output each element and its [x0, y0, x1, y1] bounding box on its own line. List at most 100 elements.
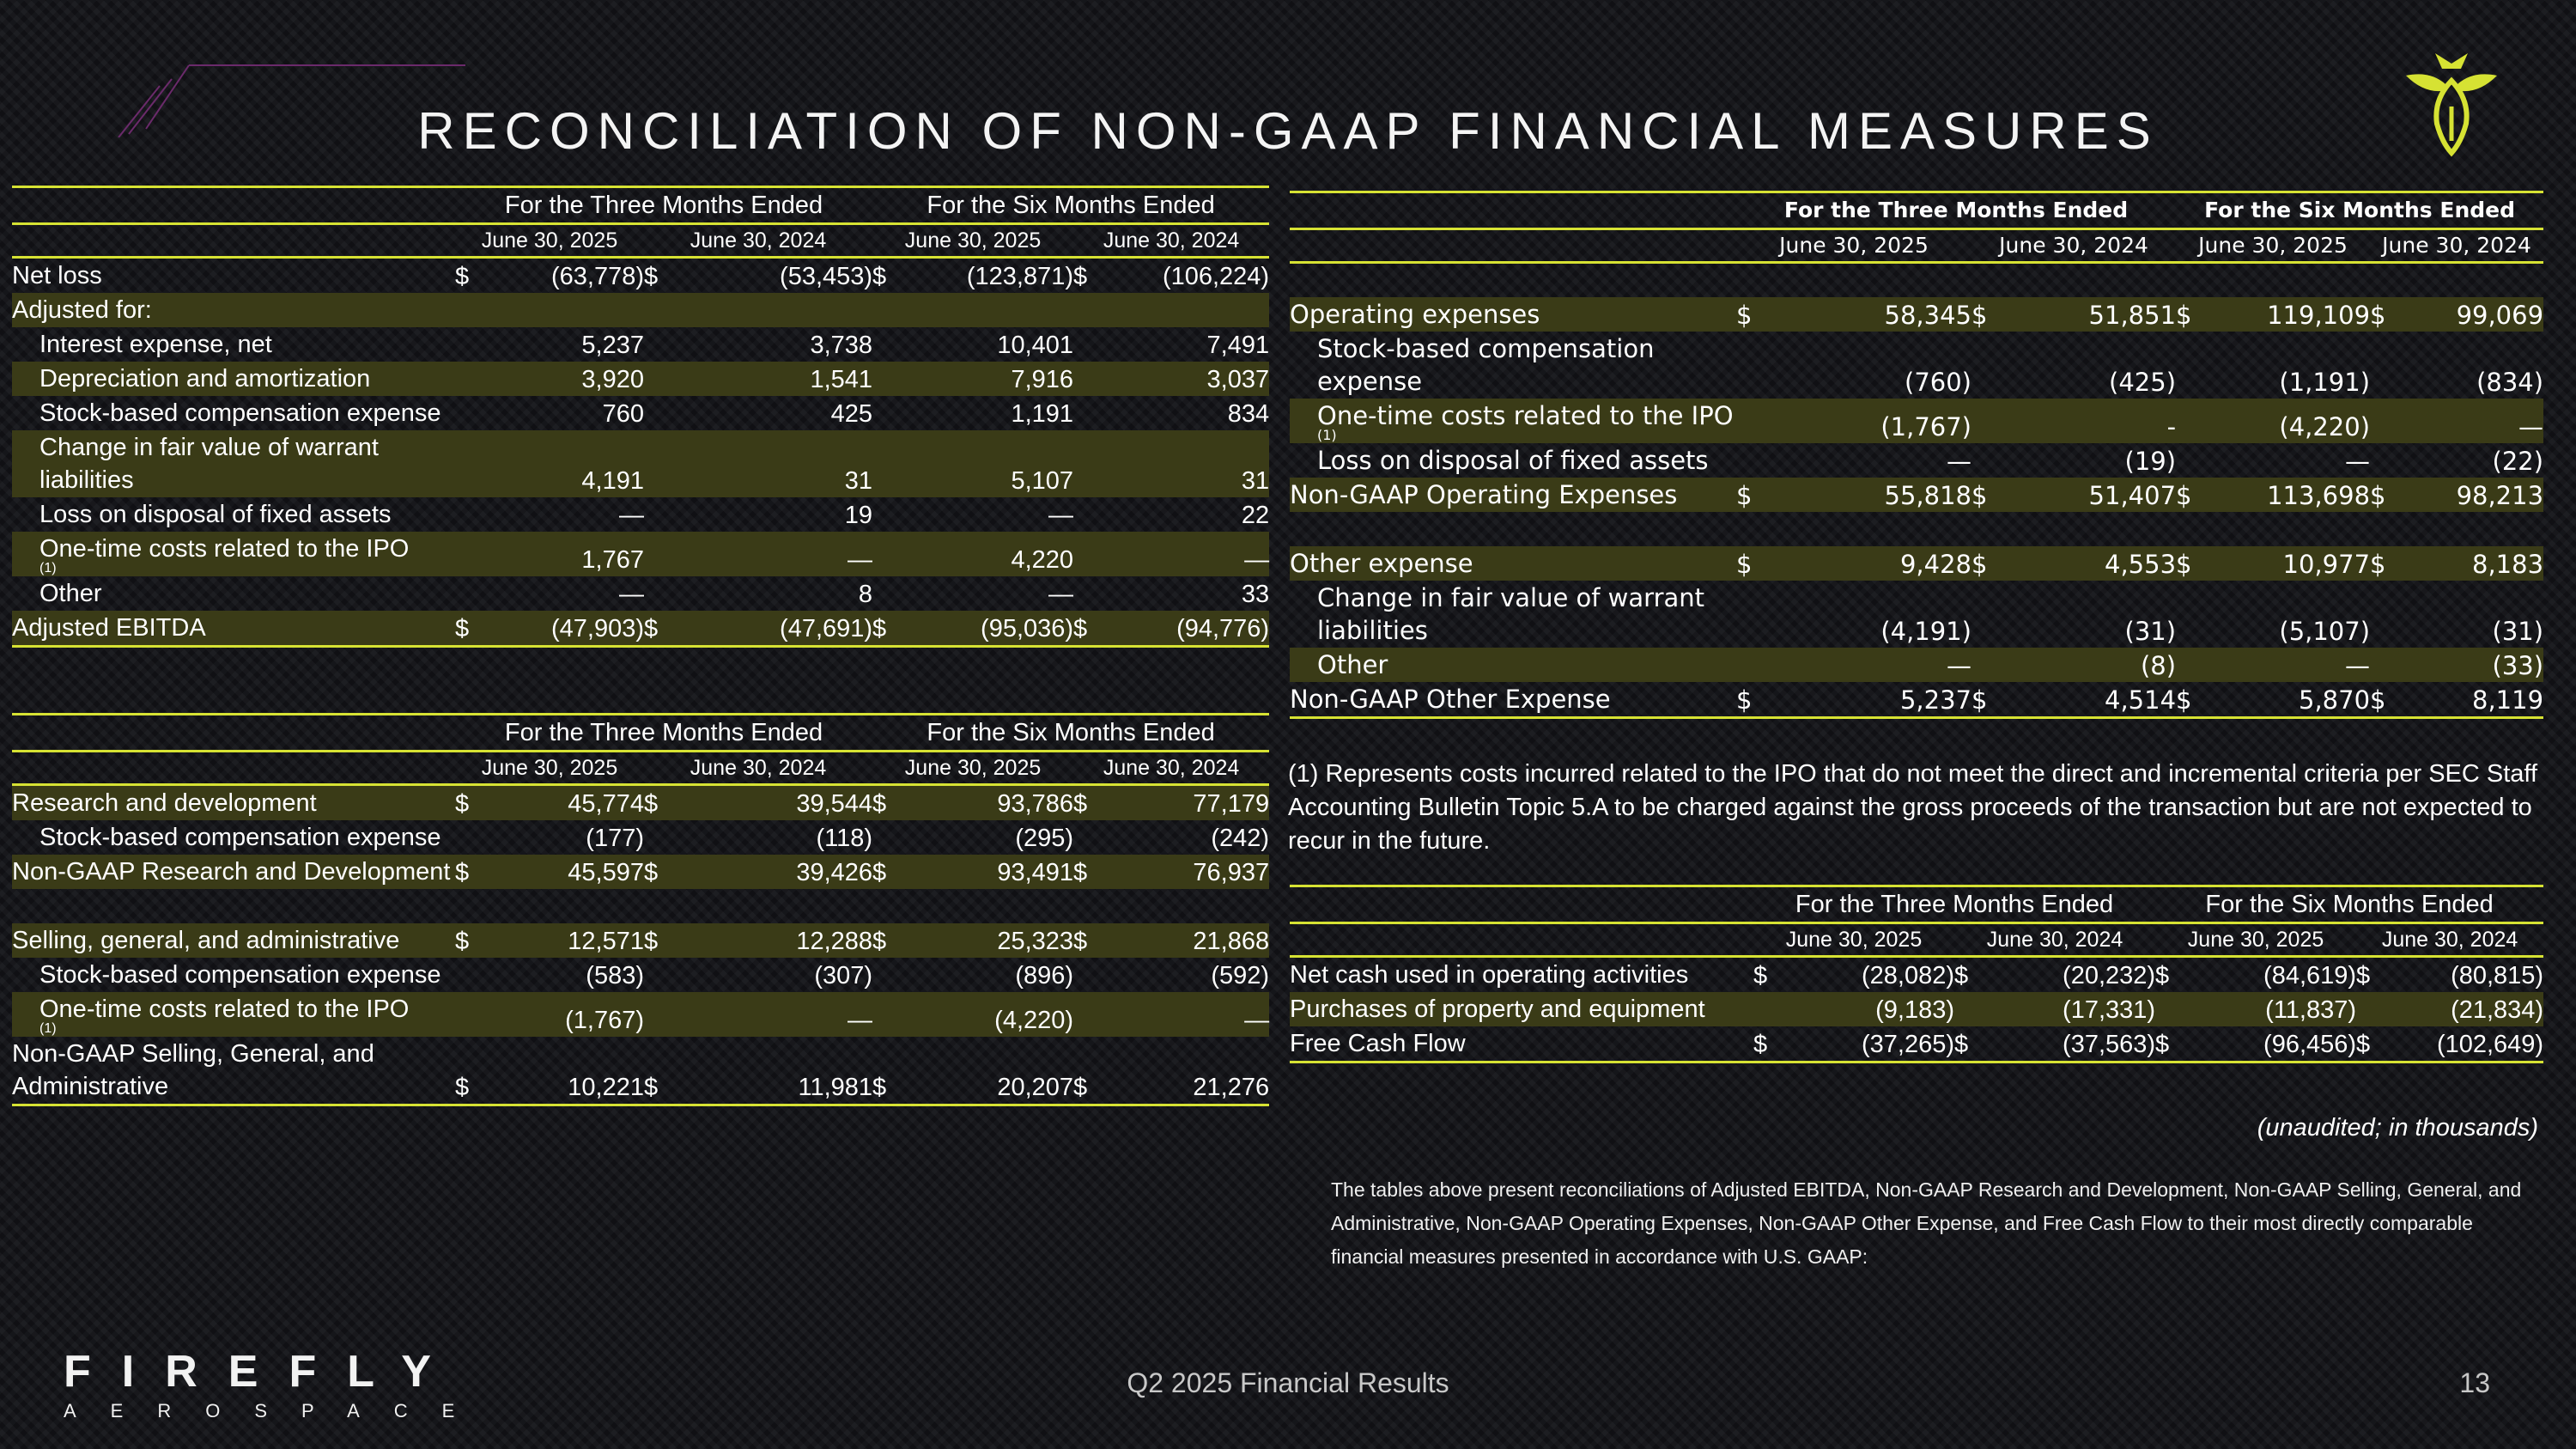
currency-symbol — [644, 958, 673, 992]
date-header: June 30, 2025 — [872, 751, 1074, 786]
row-label: Stock-based compensation expense — [12, 396, 455, 430]
currency-symbol — [644, 497, 673, 532]
currency-symbol — [872, 820, 902, 855]
row-label-text: Non-GAAP Other Expense — [1290, 684, 1611, 714]
date-header: June 30, 2024 — [1073, 223, 1270, 259]
intro-paragraph: The tables above present reconciliations… — [1331, 1178, 2522, 1268]
currency-symbol: $ — [1753, 1026, 1783, 1063]
currency-symbol: $ — [455, 611, 484, 648]
currency-symbol — [1954, 992, 1984, 1026]
row-label: Change in fair value of warrant liabilit… — [12, 430, 455, 497]
value-cell: — — [2396, 398, 2544, 443]
currency-symbol: $ — [455, 784, 484, 820]
footer-title: Q2 2025 Financial Results — [1127, 1367, 1449, 1398]
value-cell — [902, 293, 1074, 327]
row-label-text: Other expense — [1290, 548, 1473, 578]
table-date-row: June 30, 2025 June 30, 2024 June 30, 202… — [12, 223, 1270, 259]
rd-sga-table: For the Three Months Ended For the Six M… — [12, 713, 1270, 1106]
currency-symbol: $ — [1954, 962, 1969, 989]
currency-symbol — [1971, 647, 1997, 682]
value-cell: — — [1048, 581, 1074, 608]
value-cell: (425) — [2109, 367, 2177, 397]
firefly-brand-logo: FIREFLY AEROSPACE — [64, 1349, 489, 1422]
value-cell: (19) — [2124, 446, 2177, 476]
currency-symbol — [872, 327, 902, 362]
value-cell: 425 — [830, 400, 873, 428]
row-label: Purchases of property and equipment — [1290, 992, 1753, 1026]
currency-symbol — [872, 958, 902, 992]
currency-symbol — [1073, 362, 1103, 396]
value-cell: 3,738 — [810, 332, 873, 359]
value-cell: 12,288 — [673, 923, 873, 958]
row-label-text: Other — [1317, 649, 1388, 679]
value-cell: (47,691) — [673, 611, 873, 648]
table-row: Loss on disposal of fixed assets — 19 — 22 — [12, 497, 1269, 532]
row-label: Change in fair value of warrant liabilit… — [1290, 581, 1736, 648]
value-cell: - — [1997, 398, 2177, 443]
table-row: Net loss $ (63,778) $ (53,453) $ (123,871) $ (10… — [12, 258, 1269, 294]
currency-symbol — [644, 576, 673, 611]
row-label: Other expense — [1290, 545, 1736, 581]
table-row: Stock-based compensation expense (177) (11… — [12, 820, 1269, 855]
value-cell: 33 — [1241, 581, 1270, 608]
value-cell: (84,619) — [2263, 962, 2357, 989]
value-cell: 5,237 — [581, 332, 644, 359]
value-cell: (33) — [2396, 647, 2544, 682]
value-cell: — — [1103, 992, 1270, 1037]
row-label-text: Purchases of property and equipment — [1290, 995, 1705, 1023]
currency-symbol — [1073, 958, 1103, 992]
table-row: Non-GAAP Operating Expenses $55,818 $51,40… — [1290, 477, 2544, 512]
row-label-text: One-time costs related to the IPO — [39, 995, 410, 1023]
currency-symbol: $ — [1736, 545, 1762, 581]
value-cell: 11,981 — [673, 1037, 873, 1106]
currency-symbol — [1736, 398, 1762, 443]
currency-symbol — [644, 820, 673, 855]
value-cell: — — [1103, 532, 1270, 576]
currency-symbol: $ — [644, 263, 659, 290]
currency-symbol: $ — [872, 923, 902, 958]
currency-symbol — [644, 430, 673, 497]
row-label: Loss on disposal of fixed assets — [1290, 443, 1736, 478]
value-cell: 77,179 — [1103, 784, 1270, 820]
currency-symbol — [2370, 398, 2397, 443]
date-header: June 30, 2025 — [1753, 922, 1954, 958]
currency-symbol — [2370, 332, 2396, 399]
currency-symbol: $ — [872, 855, 902, 889]
currency-symbol: $ — [2356, 962, 2371, 989]
value-cell: 8,183 — [2396, 545, 2544, 581]
unaudited-note: (unaudited; in thousands) — [2257, 1114, 2538, 1142]
currency-symbol — [1073, 327, 1103, 362]
value-cell: (20,232) — [2063, 962, 2156, 989]
row-label-text: Non-GAAP Operating Expenses — [1290, 479, 1678, 509]
table-header-row: For the Three Months Ended For the Six M… — [12, 713, 1270, 752]
decorative-lines — [118, 64, 465, 137]
value-cell: — — [1947, 446, 1971, 476]
row-label: Non-GAAP Selling, General, and Administr… — [12, 1037, 455, 1106]
row-label: Other — [12, 576, 455, 611]
value-cell: 7,491 — [1206, 332, 1270, 359]
row-label-text: Free Cash Flow — [1290, 1030, 1466, 1057]
value-cell: 1,767 — [484, 532, 644, 576]
value-cell: (31) — [2124, 616, 2177, 646]
value-cell: 31 — [1103, 430, 1270, 497]
currency-symbol: $ — [1736, 477, 1762, 512]
row-label: Interest expense, net — [12, 327, 455, 362]
table-row: Non-GAAP Other Expense $5,237 $4,514 $5,870… — [1290, 681, 2544, 719]
currency-symbol: $ — [1736, 296, 1762, 332]
row-label: Other — [1290, 647, 1736, 682]
currency-symbol — [1073, 396, 1103, 430]
spacer-cell — [1290, 263, 2543, 297]
row-label-text: Stock-based compensation expense — [1317, 333, 1655, 396]
currency-symbol: $ — [2370, 545, 2397, 581]
table-date-row: June 30, 2025 June 30, 2024 June 30, 202… — [12, 751, 1270, 786]
value-cell: 4,220 — [902, 532, 1074, 576]
table-row: Change in fair value of warrant liabilit… — [12, 430, 1270, 497]
currency-symbol — [2176, 332, 2202, 399]
currency-symbol — [1073, 293, 1103, 327]
value-cell: (53,453) — [780, 263, 873, 290]
value-cell: 1,541 — [673, 362, 873, 396]
currency-symbol — [1073, 576, 1103, 611]
table-row: Non-GAAP Research and Development $45,597… — [12, 855, 1270, 889]
currency-symbol: $ — [1736, 681, 1762, 719]
value-cell: (242) — [1211, 825, 1270, 852]
